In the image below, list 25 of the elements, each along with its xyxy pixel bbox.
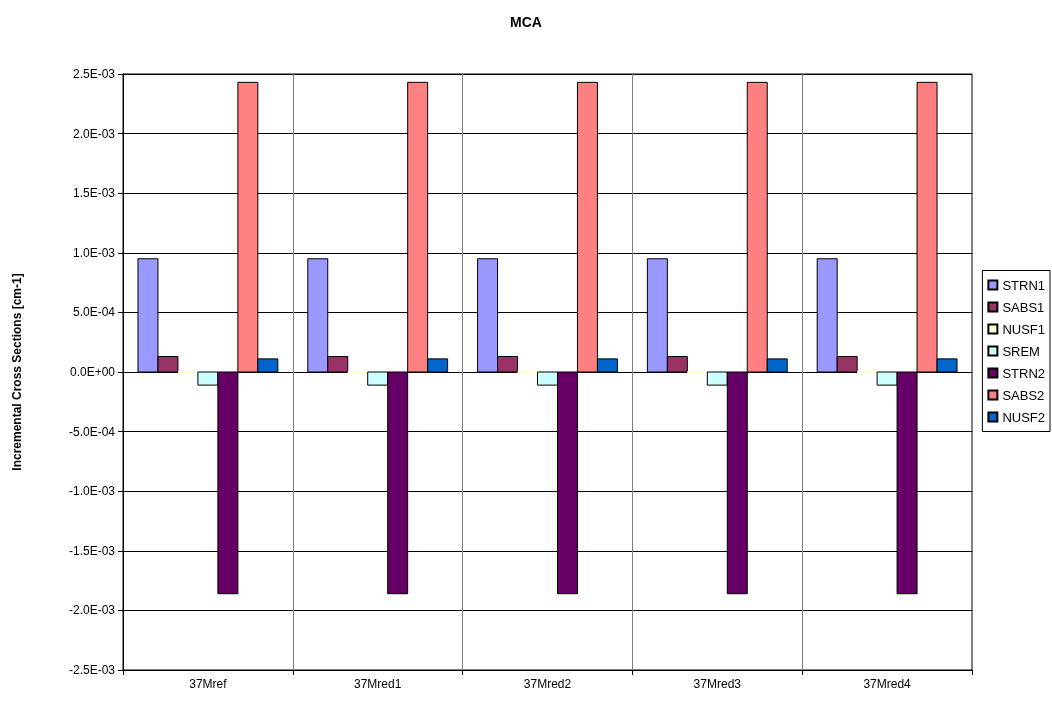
y-tick-label: -5.0E-04 <box>68 424 116 439</box>
y-tick-label: 2.0E-03 <box>72 126 116 141</box>
x-tick-label: 37Mref <box>189 677 228 691</box>
legend-label: NUSF2 <box>1002 409 1046 425</box>
y-tick-label: -2.5E-03 <box>68 663 116 677</box>
x-tick-label: 37Mred3 <box>693 677 742 691</box>
legend-label: NUSF1 <box>1002 321 1046 337</box>
legend-label: STRN2 <box>1002 365 1046 381</box>
y-tick-label: -1.0E-03 <box>68 484 116 499</box>
legend-label: SABS2 <box>1002 387 1045 403</box>
legend-label: SABS1 <box>1002 299 1045 315</box>
legend-label: STRN1 <box>1002 277 1046 293</box>
y-tick-label: 1.0E-03 <box>72 245 116 260</box>
chart-title: MCA <box>510 14 542 30</box>
y-tick-label: -1.5E-03 <box>68 543 116 558</box>
y-tick-label: 2.5E-03 <box>72 67 116 81</box>
y-tick-label: 1.5E-03 <box>72 186 116 201</box>
y-tick-label: 5.0E-04 <box>72 305 116 320</box>
y-tick-label: -2.0E-03 <box>68 603 116 618</box>
y-tick-label: 0.0E+00 <box>69 365 116 379</box>
legend-label: SREM <box>1002 343 1040 359</box>
x-tick-label: 37Mred2 <box>523 677 572 691</box>
x-tick-label: 37Mred1 <box>354 677 402 691</box>
y-axis-title: Incremental Cross Sections [cm-1] <box>10 273 24 471</box>
x-tick-label: 37Mred4 <box>863 677 912 691</box>
